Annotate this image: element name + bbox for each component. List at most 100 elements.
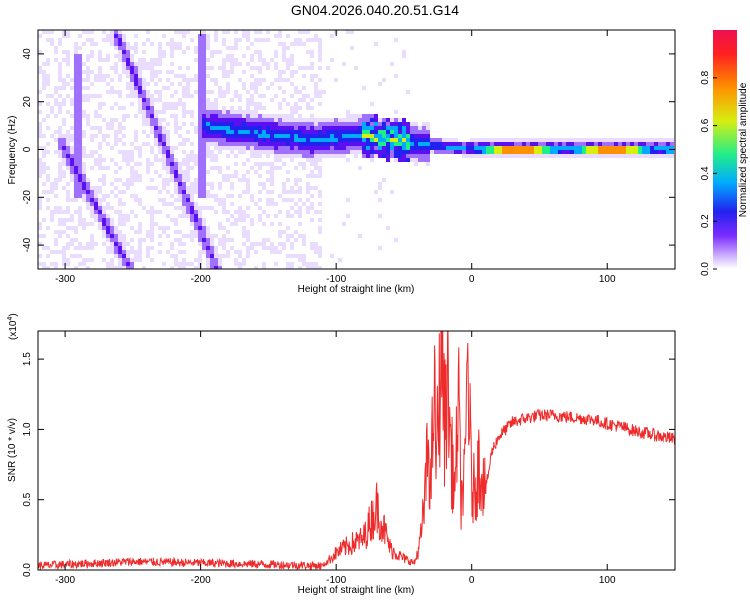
heatmap-cell <box>214 214 218 218</box>
heatmap-cell <box>570 138 574 142</box>
heatmap-cell <box>166 214 170 218</box>
heatmap-cell <box>214 210 218 214</box>
heatmap-cell <box>462 150 466 154</box>
heatmap-cell <box>290 122 294 126</box>
heatmap-cell <box>214 130 218 134</box>
heatmap-cell <box>150 210 154 214</box>
heatmap-cell <box>282 70 286 74</box>
heatmap-cell <box>634 142 638 146</box>
heatmap-cell <box>314 246 318 250</box>
heatmap-cell <box>166 70 170 74</box>
heatmap-cell <box>658 154 662 158</box>
heatmap-cell <box>302 138 306 142</box>
heatmap-cell <box>206 230 210 234</box>
heatmap-cell <box>150 230 154 234</box>
heatmap-cell <box>306 222 310 226</box>
heatmap-cell <box>250 58 254 62</box>
heatmap-cell <box>90 222 94 226</box>
heatmap-cell <box>242 138 246 142</box>
heatmap-cell <box>414 122 418 126</box>
heatmap-cell <box>158 190 162 194</box>
heatmap-cell <box>94 166 98 170</box>
heatmap-cell <box>662 142 666 146</box>
heatmap-cell <box>278 158 282 162</box>
heatmap-cell <box>58 134 62 138</box>
heatmap-cell <box>246 186 250 190</box>
heatmap-cell <box>230 130 234 134</box>
heatmap-cell <box>74 94 78 98</box>
heatmap-cell <box>162 258 166 262</box>
heatmap-cell <box>402 130 406 134</box>
heatmap-cell <box>274 214 278 218</box>
heatmap-cell <box>138 254 142 258</box>
heatmap-cell <box>62 82 66 86</box>
heatmap-cell <box>582 146 586 150</box>
heatmap-cell <box>290 90 294 94</box>
heatmap-cell <box>374 126 378 130</box>
heatmap-cell <box>98 142 102 146</box>
heatmap-cell <box>186 166 190 170</box>
heatmap-cell <box>110 222 114 226</box>
heatmap-cell <box>342 150 346 154</box>
heatmap-cell <box>78 74 82 78</box>
heatmap-cell <box>210 134 214 138</box>
heatmap-cell <box>234 218 238 222</box>
heatmap-cell <box>262 138 266 142</box>
heatmap-cell <box>98 166 102 170</box>
heatmap-cell <box>126 178 130 182</box>
heatmap-cell <box>290 166 294 170</box>
heatmap-cell <box>150 50 154 54</box>
heatmap-cell <box>162 162 166 166</box>
x-tick-label: -300 <box>55 575 75 586</box>
heatmap-cell <box>310 154 314 158</box>
heatmap-cell <box>150 122 154 126</box>
heatmap-cell <box>250 54 254 58</box>
heatmap-cell <box>290 106 294 110</box>
heatmap-cell <box>222 182 226 186</box>
heatmap-cell <box>66 126 70 130</box>
heatmap-cell <box>150 54 154 58</box>
heatmap-cell <box>166 114 170 118</box>
heatmap-cell <box>162 94 166 98</box>
heatmap-cell <box>310 138 314 142</box>
heatmap-cell <box>262 262 266 266</box>
heatmap-cell <box>330 254 334 258</box>
heatmap-cell <box>430 146 434 150</box>
heatmap-cell <box>378 182 382 186</box>
heatmap-cell <box>118 130 122 134</box>
heatmap-cell <box>42 118 46 122</box>
heatmap-cell <box>126 50 130 54</box>
heatmap-cell <box>130 154 134 158</box>
heatmap-cell <box>282 30 286 34</box>
heatmap-cell <box>294 70 298 74</box>
heatmap-cell <box>198 266 202 269</box>
heatmap-cell <box>258 154 262 158</box>
heatmap-cell <box>238 150 242 154</box>
heatmap-cell <box>234 46 238 50</box>
heatmap-cell <box>378 70 382 74</box>
heatmap-cell <box>630 146 634 150</box>
heatmap-cell <box>74 114 78 118</box>
heatmap-cell <box>198 170 202 174</box>
heatmap-cell <box>90 234 94 238</box>
heatmap-cell <box>174 146 178 150</box>
heatmap-cell <box>94 94 98 98</box>
heatmap-cell <box>150 266 154 269</box>
heatmap-cell <box>614 138 618 142</box>
heatmap-cell <box>270 138 274 142</box>
heatmap-cell <box>242 206 246 210</box>
heatmap-cell <box>142 90 146 94</box>
heatmap-cell <box>50 42 54 46</box>
heatmap-cell <box>314 126 318 130</box>
heatmap-cell <box>90 202 94 206</box>
heatmap-cell <box>118 114 122 118</box>
heatmap-cell <box>398 130 402 134</box>
heatmap-cell <box>226 122 230 126</box>
heatmap-cell <box>290 214 294 218</box>
heatmap-cell <box>526 142 530 146</box>
heatmap-cell <box>134 214 138 218</box>
heatmap-cell <box>258 234 262 238</box>
heatmap-cell <box>114 238 118 242</box>
heatmap-cell <box>78 90 82 94</box>
heatmap-cell <box>402 166 406 170</box>
